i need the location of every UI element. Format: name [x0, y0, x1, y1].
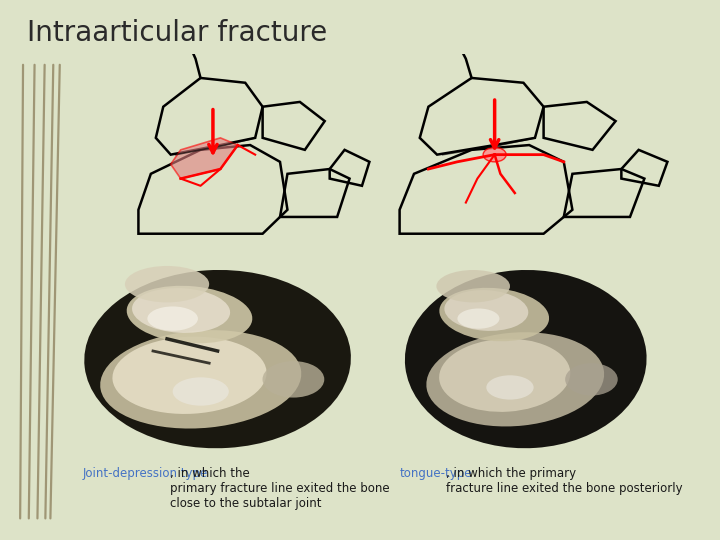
Ellipse shape [173, 377, 229, 406]
Ellipse shape [439, 288, 549, 341]
Text: , in which the primary
fracture line exited the bone posteriorly: , in which the primary fracture line exi… [446, 467, 682, 495]
Ellipse shape [565, 363, 618, 395]
Ellipse shape [439, 339, 570, 412]
Ellipse shape [486, 375, 534, 400]
Ellipse shape [84, 270, 351, 448]
Ellipse shape [436, 270, 510, 302]
Ellipse shape [483, 147, 506, 162]
Polygon shape [171, 138, 238, 179]
Ellipse shape [125, 266, 209, 302]
Text: Intraarticular fracture: Intraarticular fracture [27, 19, 328, 47]
Ellipse shape [100, 330, 301, 429]
Ellipse shape [127, 286, 252, 343]
Ellipse shape [112, 336, 266, 414]
Text: , in which the
primary fracture line exited the bone
close to the subtalar joint: , in which the primary fracture line exi… [171, 467, 390, 510]
Ellipse shape [148, 306, 198, 330]
Ellipse shape [457, 308, 500, 329]
Text: tongue-type: tongue-type [400, 467, 472, 480]
Text: Joint-depression type: Joint-depression type [83, 467, 208, 480]
Ellipse shape [426, 332, 604, 427]
Ellipse shape [405, 270, 647, 448]
Ellipse shape [444, 290, 528, 331]
Ellipse shape [132, 288, 230, 333]
Ellipse shape [263, 361, 324, 397]
